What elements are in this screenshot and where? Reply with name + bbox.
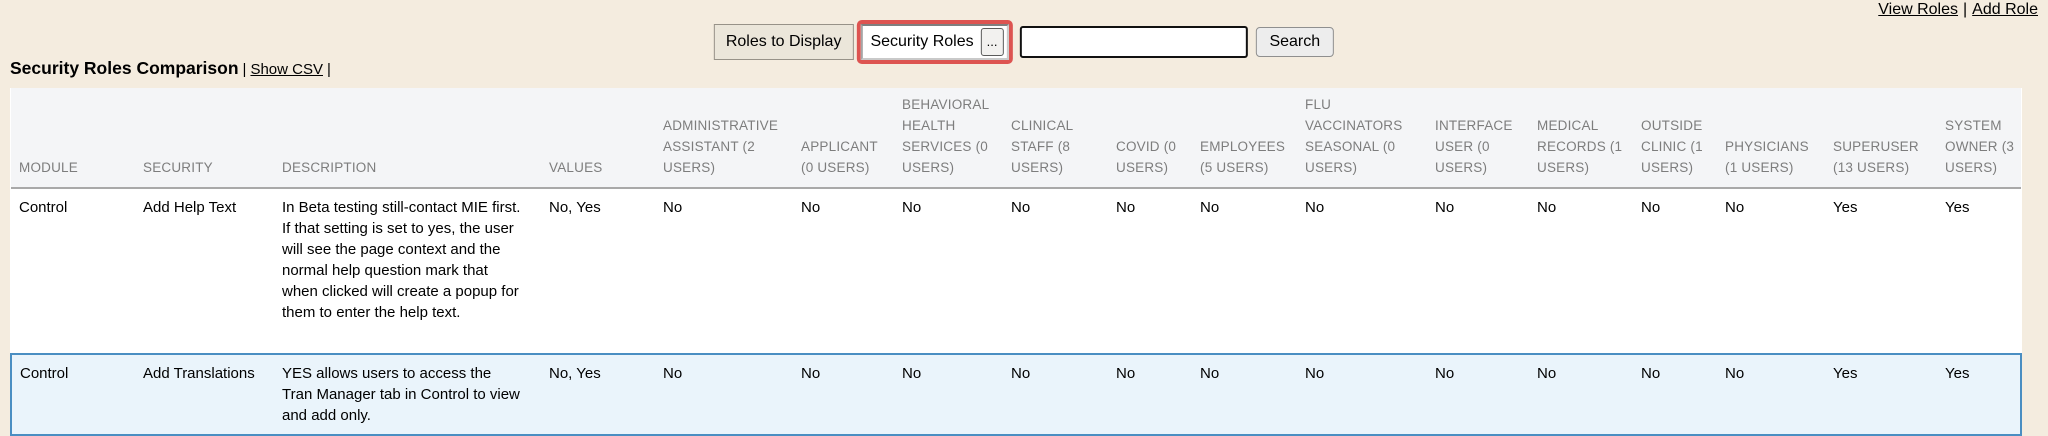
cell-employees: No xyxy=(1192,353,1297,436)
cell-clinical-staff: No xyxy=(1003,353,1108,436)
roles-picker-field[interactable]: Security Roles ... xyxy=(860,24,1009,60)
roles-comparison-table: MODULE SECURITY DESCRIPTION VALUES ADMINISTR… xyxy=(10,88,2022,436)
cell-behavioral-health-services: No xyxy=(902,199,922,216)
column-header-applicant: APPLICANT (0 USERS) xyxy=(793,88,894,189)
show-csv-link[interactable]: Show CSV xyxy=(250,61,323,78)
table-row[interactable]: Control Add Translations YES allows users … xyxy=(10,353,2022,436)
cell-interface-user: No xyxy=(1435,199,1455,216)
cell-medical-records: No xyxy=(1529,353,1633,436)
cell-administrative-assistant: No xyxy=(663,199,683,216)
roles-picker-ellipsis-button[interactable]: ... xyxy=(980,28,1004,56)
title-separator: | xyxy=(242,61,247,78)
column-header-physicians: PHYSICIANS (1 USERS) xyxy=(1717,88,1825,189)
cell-security: Add Help Text xyxy=(143,199,237,216)
cell-clinical-staff: No xyxy=(1011,199,1031,216)
column-header-system-owner: SYSTEM OWNER (3 USERS) xyxy=(1937,88,2021,189)
cell-physicians: No xyxy=(1717,353,1825,436)
table-body: Control Add Help Text In Beta testing stil… xyxy=(10,188,2022,436)
cell-superuser: Yes xyxy=(1825,353,1937,436)
cell-applicant: No xyxy=(793,353,894,436)
cell-system-owner: Yes xyxy=(1937,353,2022,436)
top-right-links: View Roles | Add Role xyxy=(1878,1,2038,19)
table-row[interactable]: Control Add Help Text In Beta testing stil… xyxy=(11,188,2021,354)
roles-comparison-table-wrap: MODULE SECURITY DESCRIPTION VALUES ADMINISTR… xyxy=(10,88,2022,436)
link-separator: | xyxy=(1963,1,1968,18)
column-header-covid: COVID (0 USERS) xyxy=(1108,88,1192,189)
cell-description: YES allows users to access the Tran Mana… xyxy=(274,353,541,436)
column-header-clinical-staff: CLINICAL STAFF (8 USERS) xyxy=(1003,88,1108,189)
column-header-superuser: SUPERUSER (13 USERS) xyxy=(1825,88,1937,189)
add-role-link[interactable]: Add Role xyxy=(1972,1,2038,18)
cell-system-owner: Yes xyxy=(1945,199,1970,216)
roles-control-bar: Roles to Display Security Roles ... Sear… xyxy=(713,20,1335,64)
roles-picker-value: Security Roles xyxy=(870,33,974,50)
cell-description: In Beta testing still-contact MIE first.… xyxy=(282,199,521,321)
column-header-module: MODULE xyxy=(11,88,135,189)
cell-outside-clinic: No xyxy=(1633,353,1717,436)
cell-values: No, Yes xyxy=(541,353,655,436)
cell-superuser: Yes xyxy=(1833,199,1858,216)
column-header-description: DESCRIPTION xyxy=(274,88,541,189)
cell-interface-user: No xyxy=(1427,353,1529,436)
column-header-behavioral-health-services: BEHAVIORAL HEALTH SERVICES (0 USERS) xyxy=(894,88,1003,189)
cell-covid: No xyxy=(1116,199,1136,216)
cell-flu-vaccinators-seasonal: No xyxy=(1297,353,1427,436)
cell-covid: No xyxy=(1108,353,1192,436)
column-header-interface-user: INTERFACE USER (0 USERS) xyxy=(1427,88,1529,189)
cell-module: Control xyxy=(10,353,135,436)
red-highlight-box: Security Roles ... xyxy=(856,20,1013,64)
cell-flu-vaccinators-seasonal: No xyxy=(1305,199,1325,216)
table-header-row: MODULE SECURITY DESCRIPTION VALUES ADMINISTR… xyxy=(11,88,2021,189)
view-roles-link[interactable]: View Roles xyxy=(1878,1,1959,18)
column-header-flu-vaccinators-seasonal: FLU VACCINATORS SEASONAL (0 USERS) xyxy=(1297,88,1427,189)
column-header-outside-clinic: OUTSIDE CLINIC (1 USERS) xyxy=(1633,88,1717,189)
title-separator-2: | xyxy=(327,61,331,78)
cell-behavioral-health-services: No xyxy=(894,353,1003,436)
cell-applicant: No xyxy=(801,199,821,216)
column-header-medical-records: MEDICAL RECORDS (1 USERS) xyxy=(1529,88,1633,189)
column-header-employees: EMPLOYEES (5 USERS) xyxy=(1192,88,1297,189)
cell-administrative-assistant: No xyxy=(655,353,793,436)
cell-security: Add Translations xyxy=(135,353,274,436)
roles-to-display-label: Roles to Display xyxy=(713,24,854,60)
column-header-security: SECURITY xyxy=(135,88,274,189)
cell-employees: No xyxy=(1200,199,1220,216)
cell-medical-records: No xyxy=(1537,199,1557,216)
cell-module: Control xyxy=(19,199,68,216)
search-button[interactable]: Search xyxy=(1255,27,1335,57)
cell-values: No, Yes xyxy=(549,199,601,216)
column-header-values: VALUES xyxy=(541,88,655,189)
cell-outside-clinic: No xyxy=(1641,199,1661,216)
cell-physicians: No xyxy=(1725,199,1745,216)
page-title: Security Roles Comparison xyxy=(10,58,239,78)
column-header-administrative-assistant: ADMINISTRATIVE ASSISTANT (2 USERS) xyxy=(655,88,793,189)
title-line: Security Roles Comparison | Show CSV | xyxy=(10,58,335,79)
search-input[interactable] xyxy=(1019,26,1248,58)
